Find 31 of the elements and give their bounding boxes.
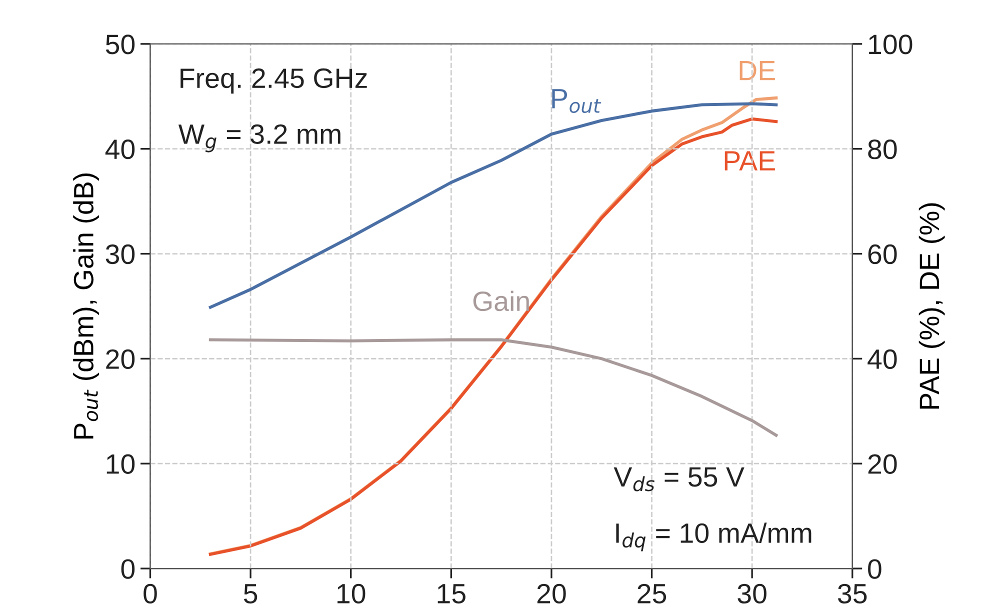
x-tick-label: 15 — [438, 584, 466, 604]
y-tick-label: 30 — [106, 244, 135, 264]
annotation: I$_{dq}$ = 10 mA/mm — [616, 522, 812, 552]
y2-tick-label: 20 — [868, 454, 897, 474]
y2-tick-label: 0 — [868, 559, 882, 579]
x-tick-label: 30 — [738, 584, 766, 604]
y-tick-label: 20 — [106, 349, 135, 370]
y-tick-label: 40 — [105, 140, 135, 160]
x-tick-label: 20 — [537, 584, 566, 604]
x-tick-label: 35 — [838, 584, 867, 604]
series-label: Gain — [473, 290, 529, 312]
y2-tick-label: 40 — [868, 349, 897, 370]
y2-tick-label: 100 — [869, 34, 912, 54]
annotation: V$_{ds}$ = 55 V — [614, 467, 744, 492]
y2-tick-label: 60 — [868, 244, 897, 264]
annotation: W$_{g}$ = 3.2 mm — [178, 124, 340, 152]
x-tick-label: 0 — [144, 584, 157, 604]
series-label: DE — [740, 61, 775, 80]
series-label: P$_{out}$ — [552, 89, 602, 114]
y-tick-label: 50 — [106, 34, 135, 54]
y-tick-label: 10 — [106, 454, 135, 474]
x-tick-label: 5 — [244, 584, 258, 604]
line-series — [208, 338, 778, 437]
y-tick-label: 0 — [121, 559, 135, 579]
x-tick-label: 25 — [638, 584, 666, 604]
y2-axis-title: PAE (%), DE (%) — [918, 203, 945, 409]
series-label: PAE — [724, 151, 775, 170]
y2-tick-label: 80 — [868, 140, 897, 160]
x-tick-label: 10 — [338, 584, 366, 604]
y-axis-title: P$_{out}$ (dBm), Gain (dB) — [73, 173, 99, 439]
annotation: Freq. 2.45 GHz — [180, 68, 367, 94]
